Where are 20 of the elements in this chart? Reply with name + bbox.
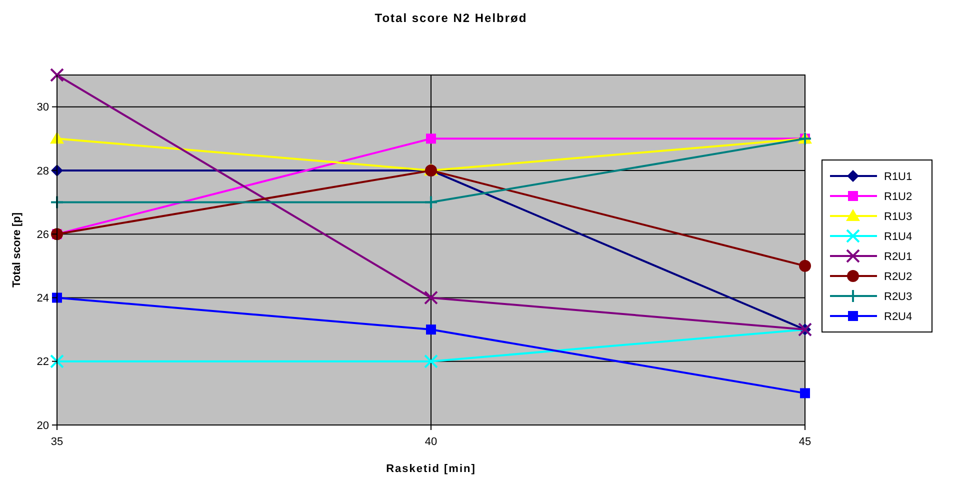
x-tick-label: 40 [424, 436, 438, 448]
legend-label: R2U1 [884, 250, 912, 263]
y-tick-label: 26 [36, 228, 49, 241]
x-axis-title: Rasketid [min] [386, 463, 476, 475]
legend-label: R2U3 [884, 290, 912, 303]
legend-label: R2U4 [884, 310, 912, 323]
y-tick-label: 22 [36, 356, 49, 368]
legend-label: R1U3 [884, 210, 912, 223]
y-tick-label: 20 [36, 420, 49, 432]
chart-title: Total score N2 Helbrød [374, 11, 528, 25]
x-tick-label: 45 [798, 436, 812, 448]
legend-label: R1U1 [884, 170, 912, 183]
legend-label: R1U2 [884, 190, 912, 203]
legend-label: R2U2 [884, 270, 912, 283]
y-tick-label: 24 [36, 292, 49, 305]
y-tick-label: 30 [36, 102, 49, 114]
x-tick-label: 35 [50, 436, 64, 448]
y-tick-label: 28 [36, 165, 49, 178]
legend-label: R1U4 [884, 230, 912, 243]
y-axis-title: Total score [p] [11, 212, 23, 288]
